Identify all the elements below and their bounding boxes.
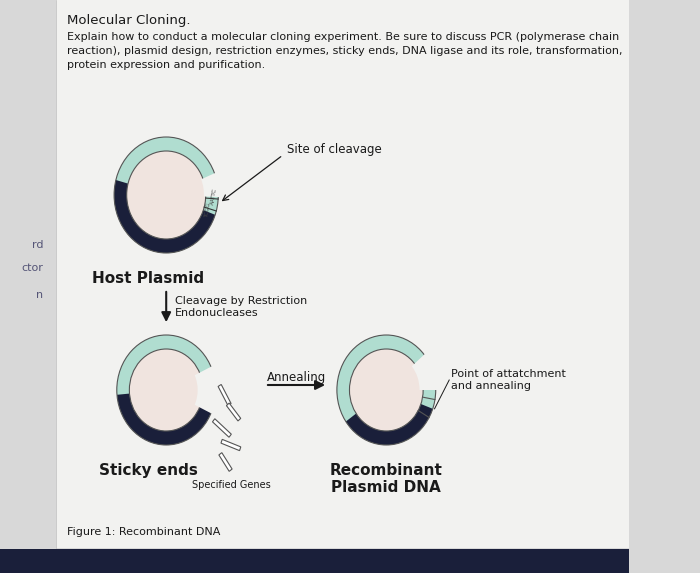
Circle shape bbox=[349, 349, 423, 431]
Text: AATTC: AATTC bbox=[210, 188, 218, 206]
Circle shape bbox=[130, 349, 203, 431]
Wedge shape bbox=[117, 335, 216, 445]
Polygon shape bbox=[219, 453, 232, 472]
Wedge shape bbox=[337, 335, 435, 445]
Text: Specified Genes: Specified Genes bbox=[192, 480, 270, 490]
Wedge shape bbox=[117, 394, 213, 445]
Text: Point of attatchment
and annealing: Point of attatchment and annealing bbox=[451, 369, 566, 391]
Text: Sticky ends: Sticky ends bbox=[99, 463, 197, 478]
Polygon shape bbox=[218, 384, 231, 406]
Text: ctor: ctor bbox=[21, 263, 43, 273]
Text: Explain how to conduct a molecular cloning experiment. Be sure to discuss PCR (p: Explain how to conduct a molecular cloni… bbox=[67, 32, 620, 42]
Text: rd: rd bbox=[32, 240, 43, 250]
Text: reaction), plasmid design, restriction enzymes, sticky ends, DNA ligase and its : reaction), plasmid design, restriction e… bbox=[67, 46, 623, 56]
Wedge shape bbox=[346, 404, 433, 445]
Wedge shape bbox=[201, 172, 220, 197]
FancyBboxPatch shape bbox=[56, 0, 629, 548]
Text: protein expression and purification.: protein expression and purification. bbox=[67, 60, 265, 70]
Text: n: n bbox=[36, 290, 43, 300]
Circle shape bbox=[127, 151, 206, 239]
Text: Site of cleavage: Site of cleavage bbox=[288, 143, 382, 156]
Text: TCGG: TCGG bbox=[204, 203, 212, 219]
Text: Recombinant
Plasmid DNA: Recombinant Plasmid DNA bbox=[330, 463, 442, 496]
Text: Cleavage by Restriction
Endonucleases: Cleavage by Restriction Endonucleases bbox=[175, 296, 307, 318]
Polygon shape bbox=[226, 403, 241, 421]
Polygon shape bbox=[213, 419, 231, 437]
Wedge shape bbox=[195, 364, 221, 416]
Text: Figure 1: Recombinant DNA: Figure 1: Recombinant DNA bbox=[67, 527, 220, 537]
FancyBboxPatch shape bbox=[0, 549, 629, 573]
Text: Host Plasmid: Host Plasmid bbox=[92, 271, 204, 286]
Polygon shape bbox=[221, 439, 241, 450]
Wedge shape bbox=[114, 180, 215, 253]
Wedge shape bbox=[114, 137, 218, 253]
Text: Annealing: Annealing bbox=[267, 371, 326, 384]
Text: Molecular Cloning.: Molecular Cloning. bbox=[67, 14, 191, 27]
Wedge shape bbox=[412, 352, 440, 390]
Wedge shape bbox=[197, 370, 219, 410]
